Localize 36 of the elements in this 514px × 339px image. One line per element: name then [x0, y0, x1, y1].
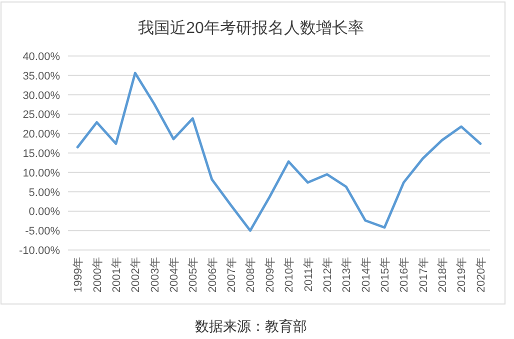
x-tick-label: 2003年 [149, 257, 162, 292]
x-tick-label: 2014年 [360, 257, 372, 292]
x-tick-label: 2016年 [398, 257, 411, 292]
x-tick-label: 2020年 [475, 257, 488, 292]
x-tick-label: 2009年 [264, 257, 276, 292]
x-tick-label: 2010年 [284, 257, 296, 292]
x-tick-label: 2018年 [437, 257, 450, 292]
x-tick-label: 2013年 [341, 257, 354, 292]
x-tick-label: 2004年 [168, 257, 180, 292]
y-tick-label: 25.00% [22, 109, 60, 122]
x-tick-label: 2015年 [380, 257, 392, 292]
y-tick-label: -10.00% [19, 245, 60, 257]
y-tick-label: 5.00% [28, 186, 60, 199]
x-tick-label: 2001年 [110, 257, 123, 292]
y-tick-label: 20.00% [22, 128, 60, 141]
y-tick-label: 15.00% [22, 148, 60, 160]
y-tick-label: 10.00% [22, 167, 60, 180]
x-tick-label: 2002年 [130, 257, 142, 292]
x-tick-label: 2017年 [418, 257, 430, 292]
y-tick-label: -5.00% [25, 226, 60, 238]
y-tick-label: 35.00% [22, 70, 60, 82]
x-tick-label: 2012年 [322, 257, 334, 292]
x-tick-label: 2008年 [245, 257, 258, 292]
x-tick-label: 1999年 [72, 257, 85, 292]
y-tick-label: 0.00% [28, 206, 60, 218]
x-tick-label: 2011年 [302, 257, 315, 292]
y-tick-label: 30.00% [22, 90, 60, 102]
x-tick-label: 2005年 [188, 257, 200, 292]
line-series [76, 72, 482, 232]
x-tick-label: 2019年 [456, 257, 468, 292]
chart-title: 我国近20年考研报名人数增长率 [138, 19, 364, 37]
x-tick-label: 2006年 [206, 257, 219, 292]
x-tick-label: 2000年 [92, 257, 104, 292]
y-tick-label: 40.00% [22, 51, 60, 63]
source-note: 数据来源：教育部 [195, 318, 307, 334]
x-tick-label: 2007年 [226, 257, 238, 292]
